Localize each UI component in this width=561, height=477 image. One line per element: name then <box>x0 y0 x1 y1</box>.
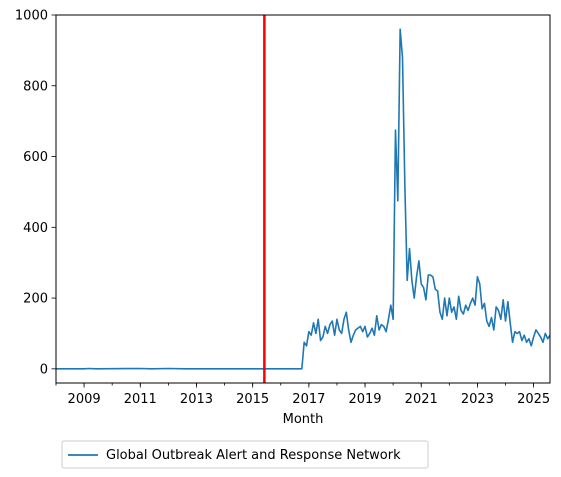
legend: Global Outbreak Alert and Response Netwo… <box>61 440 429 469</box>
x-tick-label: 2025 <box>517 392 550 407</box>
x-tick-label: 2019 <box>348 392 381 407</box>
x-tick-label: 2015 <box>236 392 269 407</box>
legend-label: Global Outbreak Alert and Response Netwo… <box>106 448 401 463</box>
x-tick-label: 2023 <box>461 392 494 407</box>
y-tick-label: 400 <box>23 221 48 236</box>
x-axis: 2009 2011 2013 2015 2017 2019 2021 2023 2025 <box>55 383 550 407</box>
x-tick-label: 2011 <box>124 392 157 407</box>
y-tick-label: 0 <box>40 362 48 377</box>
series-line-0 <box>56 28 550 370</box>
plot-area <box>55 14 551 384</box>
x-axis-title: Month <box>283 412 324 427</box>
y-tick-label: 1000 <box>15 9 48 24</box>
plot-frame <box>55 14 551 384</box>
x-tick-label: 2013 <box>180 392 213 407</box>
y-tick-label: 600 <box>23 150 48 165</box>
x-tick-label: 2009 <box>68 392 101 407</box>
legend-box <box>61 440 429 469</box>
y-tick-label: 800 <box>23 79 48 94</box>
x-tick-label: 2017 <box>292 392 325 407</box>
series-layer <box>56 28 550 370</box>
x-tick-label: 2021 <box>405 392 438 407</box>
y-axis: 0 200 400 600 800 1000 <box>15 9 56 377</box>
y-tick-label: 200 <box>23 292 48 307</box>
